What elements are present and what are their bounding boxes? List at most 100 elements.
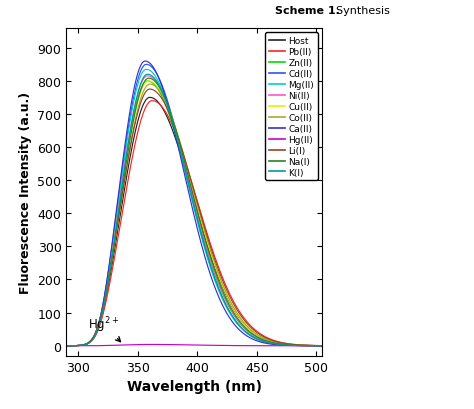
Cd(II) <box>269 341 274 346</box>
Ca(II) <box>318 344 323 348</box>
Mg(II) <box>318 344 323 348</box>
Host <box>318 344 323 348</box>
K(I) <box>188 191 194 196</box>
Text: Hg$^{2+}$: Hg$^{2+}$ <box>88 315 120 342</box>
Mg(II) <box>188 193 194 198</box>
Pb(II) <box>71 344 77 348</box>
Line: Mg(II): Mg(II) <box>60 70 328 346</box>
Hg(II) <box>188 343 194 348</box>
Li(I) <box>147 88 153 92</box>
Ca(II) <box>57 344 63 348</box>
Ca(II) <box>269 342 274 347</box>
Na(I) <box>188 184 194 189</box>
Hg(II) <box>318 344 323 348</box>
Host <box>181 162 187 167</box>
Line: K(I): K(I) <box>60 75 328 346</box>
Host <box>188 187 194 192</box>
Ni(II) <box>181 160 187 164</box>
Zn(II) <box>71 344 77 348</box>
Ni(II) <box>326 344 331 348</box>
K(I) <box>318 344 323 348</box>
Co(II) <box>188 179 194 184</box>
Cu(II) <box>146 79 151 84</box>
Cu(II) <box>318 344 323 348</box>
Na(I) <box>318 344 323 348</box>
K(I) <box>145 72 150 77</box>
Co(II) <box>147 83 153 88</box>
Zn(II) <box>181 163 187 168</box>
Ni(II) <box>71 344 77 348</box>
Zn(II) <box>57 344 63 348</box>
Hg(II) <box>181 342 187 347</box>
Ca(II) <box>318 344 323 348</box>
Cu(II) <box>57 344 63 348</box>
Host <box>318 344 323 348</box>
Ni(II) <box>188 187 194 192</box>
Line: Host: Host <box>60 98 328 346</box>
Na(I) <box>57 344 63 348</box>
Line: Na(I): Na(I) <box>60 79 328 346</box>
Zn(II) <box>188 190 194 195</box>
Na(I) <box>326 344 331 348</box>
Pb(II) <box>188 177 194 182</box>
K(I) <box>181 162 187 167</box>
K(I) <box>71 344 77 348</box>
Mg(II) <box>269 341 274 346</box>
X-axis label: Wavelength (nm): Wavelength (nm) <box>127 379 262 393</box>
Mg(II) <box>144 67 149 72</box>
K(I) <box>57 344 63 348</box>
Cd(II) <box>144 63 149 67</box>
Na(I) <box>181 157 187 162</box>
Ca(II) <box>326 344 331 348</box>
Li(I) <box>318 343 323 348</box>
Hg(II) <box>147 342 153 347</box>
Ni(II) <box>269 340 274 345</box>
Line: Ca(II): Ca(II) <box>60 62 328 346</box>
Line: Ni(II): Ni(II) <box>60 77 328 346</box>
Line: Zn(II): Zn(II) <box>60 82 328 346</box>
Hg(II) <box>326 344 331 348</box>
Ni(II) <box>318 344 323 348</box>
Line: Hg(II): Hg(II) <box>60 345 328 346</box>
Co(II) <box>181 153 187 158</box>
Co(II) <box>326 344 331 348</box>
Co(II) <box>318 344 323 348</box>
Li(I) <box>71 344 77 348</box>
Cd(II) <box>71 344 77 348</box>
Host <box>71 344 77 348</box>
Li(I) <box>57 344 63 348</box>
Cd(II) <box>318 344 323 348</box>
Pb(II) <box>181 155 187 160</box>
Mg(II) <box>318 344 323 348</box>
Pb(II) <box>326 344 331 348</box>
Zn(II) <box>145 79 150 84</box>
Text: Synthesis: Synthesis <box>329 6 390 16</box>
Mg(II) <box>326 344 331 348</box>
Li(I) <box>326 344 331 348</box>
Cd(II) <box>326 344 331 348</box>
Cu(II) <box>269 339 274 344</box>
Na(I) <box>269 340 274 345</box>
Mg(II) <box>71 344 77 348</box>
Line: Li(I): Li(I) <box>60 90 328 346</box>
Ca(II) <box>142 59 148 64</box>
Ca(II) <box>188 200 194 204</box>
Mg(II) <box>57 344 63 348</box>
Ni(II) <box>318 344 323 348</box>
Line: Pb(II): Pb(II) <box>60 101 328 346</box>
Ca(II) <box>181 169 187 174</box>
Mg(II) <box>181 164 187 169</box>
Line: Cu(II): Cu(II) <box>60 82 328 346</box>
Co(II) <box>57 344 63 348</box>
Co(II) <box>318 344 323 348</box>
Ni(II) <box>145 74 150 79</box>
K(I) <box>318 344 323 348</box>
Cu(II) <box>318 344 323 348</box>
Hg(II) <box>318 344 323 348</box>
Cu(II) <box>181 155 187 160</box>
Pb(II) <box>57 344 63 348</box>
Hg(II) <box>71 344 77 348</box>
Y-axis label: Fluorescence Intensity (a.u.): Fluorescence Intensity (a.u.) <box>19 92 32 293</box>
Cd(II) <box>318 344 323 348</box>
Cu(II) <box>326 344 331 348</box>
